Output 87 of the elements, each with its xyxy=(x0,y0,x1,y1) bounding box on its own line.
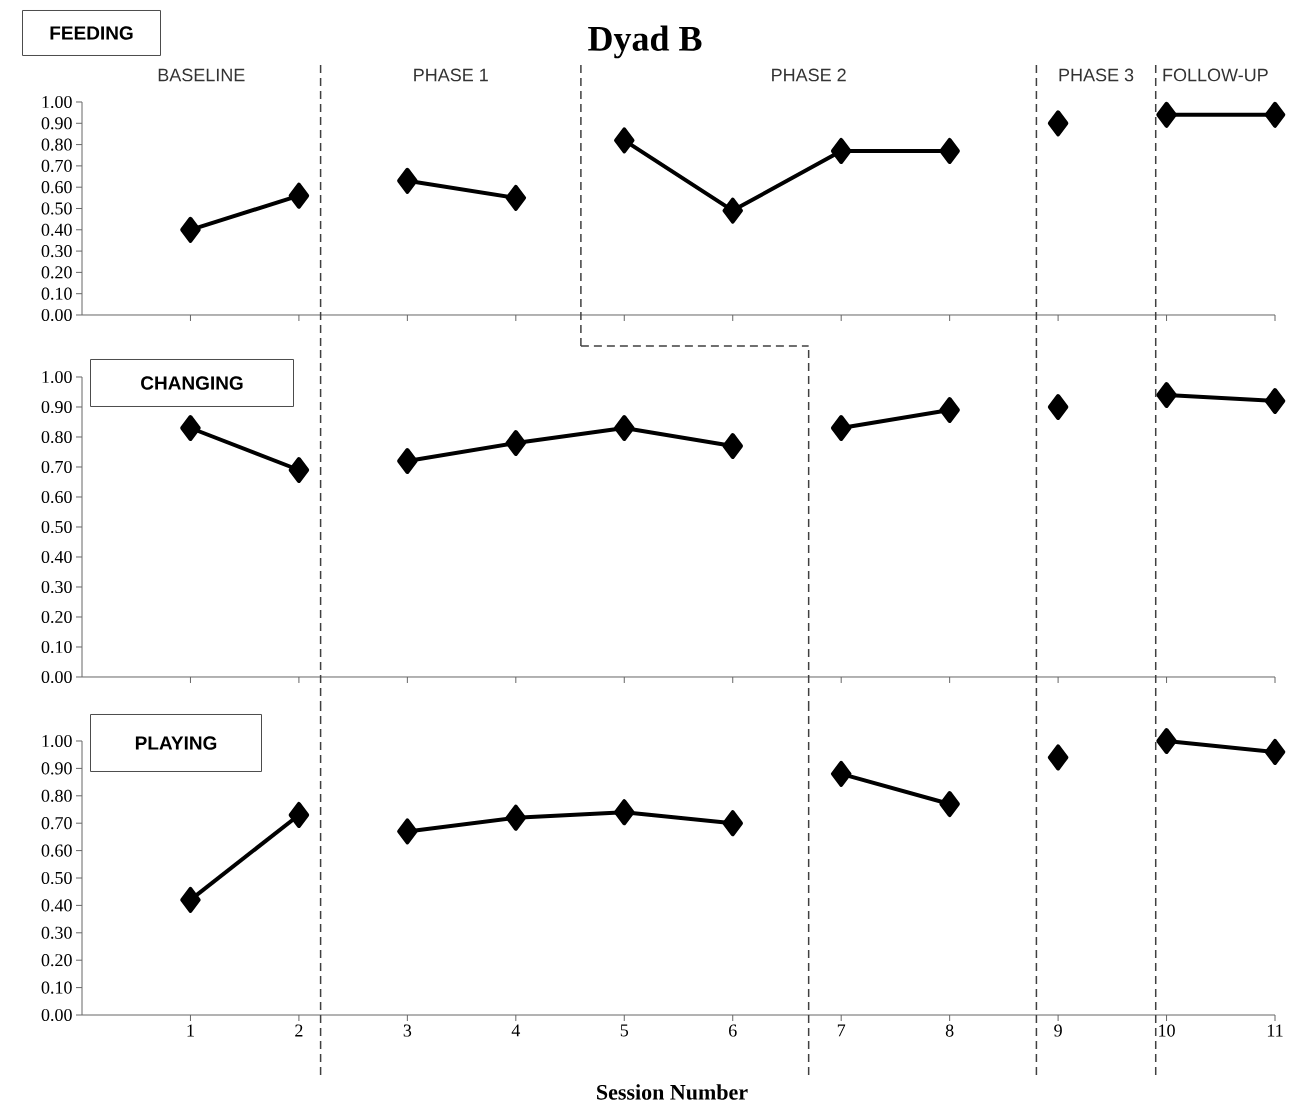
point xyxy=(614,799,635,826)
point xyxy=(1047,744,1069,771)
point xyxy=(1156,728,1177,754)
point xyxy=(180,414,201,441)
text: PHASE 2 xyxy=(772,68,846,82)
chart-subtitle: FEEDING xyxy=(50,26,133,40)
y-tick-label: 0.50 xyxy=(41,202,72,215)
point xyxy=(830,760,852,787)
point xyxy=(614,127,635,154)
y-tick-label: 0.90 xyxy=(41,117,72,130)
point xyxy=(939,137,960,164)
chart-title: Dyad B xyxy=(588,25,702,59)
point xyxy=(505,804,527,831)
x-tick-label: 5 xyxy=(620,1024,629,1037)
point xyxy=(1047,110,1069,137)
y-tick-label: 0.20 xyxy=(41,610,72,624)
x-tick-label: 9 xyxy=(1054,1024,1062,1037)
x-tick-label: 11 xyxy=(1267,1024,1283,1037)
point xyxy=(397,818,418,845)
x-tick-label: 8 xyxy=(945,1024,954,1037)
y-tick-label: 0.70 xyxy=(41,817,72,830)
y-tick-label: 0.50 xyxy=(41,520,72,534)
point xyxy=(397,167,418,194)
point xyxy=(397,447,418,474)
x-tick-label: 3 xyxy=(403,1024,412,1037)
text: PHASE 3 xyxy=(1059,68,1134,82)
y-tick-label: 0.30 xyxy=(41,244,72,258)
y-tick-label: 0.00 xyxy=(41,308,72,322)
x-tick-label: 10 xyxy=(1159,1024,1175,1037)
point xyxy=(180,886,201,913)
point xyxy=(830,414,852,441)
point xyxy=(1264,387,1286,414)
y-tick-label: 0.80 xyxy=(41,138,72,151)
point xyxy=(1264,738,1286,765)
x-tick-label: 2 xyxy=(295,1024,303,1037)
y-tick-label: 0.70 xyxy=(41,460,72,474)
point xyxy=(614,414,635,441)
y-tick-label: 0.70 xyxy=(41,159,72,172)
point xyxy=(180,216,201,243)
y-tick-label: 0.10 xyxy=(41,640,72,654)
y-tick-label: 0.60 xyxy=(41,181,72,194)
point xyxy=(1156,381,1177,408)
point xyxy=(1156,101,1177,128)
point xyxy=(830,137,852,164)
point xyxy=(722,810,743,837)
point xyxy=(939,396,960,423)
point xyxy=(1047,393,1069,420)
x-tick-label: 4 xyxy=(511,1024,521,1037)
point xyxy=(722,432,743,459)
x-tick-label: 7 xyxy=(837,1024,846,1037)
y-tick-label: 0.60 xyxy=(41,490,72,504)
y-tick-label: 1.00 xyxy=(42,95,72,109)
x-tick-label: 6 xyxy=(729,1024,737,1037)
point xyxy=(722,197,743,224)
y-tick-label: 0.40 xyxy=(41,550,72,564)
y-tick-label: 0.00 xyxy=(41,670,72,684)
y-tick-label: 0.10 xyxy=(41,287,72,300)
y-tick-label: 0.20 xyxy=(41,954,72,967)
point xyxy=(939,791,960,818)
point xyxy=(288,182,310,209)
y-tick-label: 0.80 xyxy=(41,789,72,802)
y-tick-label: 0.90 xyxy=(41,762,72,775)
x-tick-label: 1 xyxy=(187,1024,194,1037)
y-tick-label: 0.40 xyxy=(41,223,72,236)
y-tick-label: 0.30 xyxy=(41,926,72,939)
point xyxy=(505,429,527,456)
point xyxy=(288,801,310,828)
y-tick-label: 0.90 xyxy=(41,400,72,414)
x-axis-title: Session Number xyxy=(597,1084,748,1100)
y-tick-label: 0.20 xyxy=(41,266,72,279)
point xyxy=(1264,101,1286,128)
y-tick-label: 0.40 xyxy=(41,899,72,912)
y-tick-label: 0.30 xyxy=(41,580,72,594)
y-tick-label: 0.50 xyxy=(41,871,72,885)
y-tick-label: 0.80 xyxy=(41,430,72,444)
y-tick-label: 1.00 xyxy=(42,734,72,748)
point xyxy=(505,184,527,211)
point xyxy=(288,456,310,483)
y-tick-label: 0.60 xyxy=(41,844,72,857)
y-tick-label: 1.00 xyxy=(42,370,72,384)
y-tick-label: 0.10 xyxy=(41,981,72,994)
text: FOLLOW-UP xyxy=(1163,68,1268,82)
chart-subtitle: PLAYING xyxy=(135,736,217,750)
chart-subtitle: CHANGING xyxy=(141,376,243,390)
y-tick-label: 0.00 xyxy=(41,1008,72,1022)
text: BASELINE xyxy=(158,68,245,82)
text: PHASE 1 xyxy=(414,68,488,82)
